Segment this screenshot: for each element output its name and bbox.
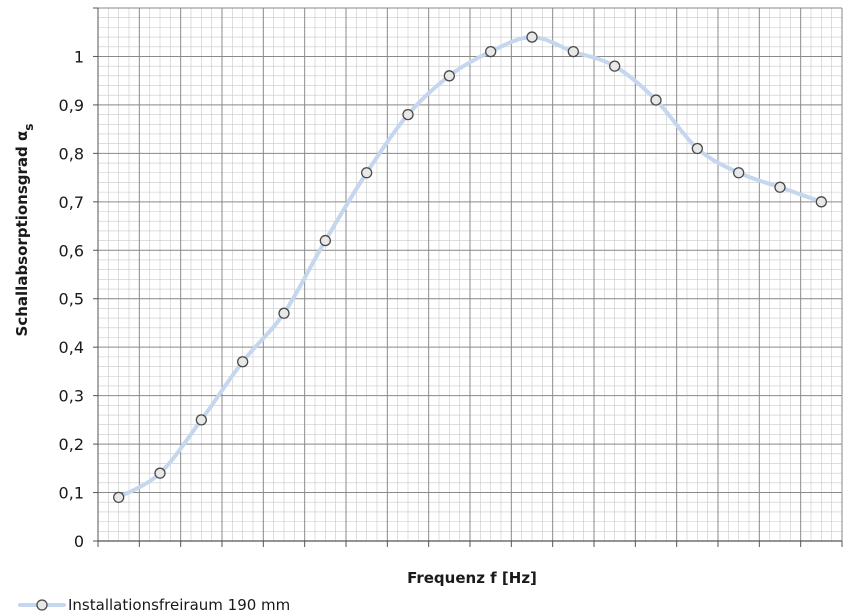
data-point	[485, 45, 497, 58]
data-point	[278, 307, 290, 319]
data-point	[402, 108, 414, 121]
major-grid	[97, 7, 843, 542]
data-point	[691, 142, 703, 155]
y-tick-label: 1	[74, 47, 84, 66]
y-tick-label: 0,3	[59, 387, 84, 406]
data-point	[526, 31, 538, 43]
data-point	[609, 60, 621, 72]
y-tick-label: 0,6	[59, 241, 84, 260]
data-point	[113, 491, 125, 504]
y-tick-label: 0,4	[59, 338, 84, 357]
y-tick-label: 0	[74, 532, 84, 551]
y-tick-labels: 0 0,1 0,2 0,3 0,4 0,5 0,6 0,7 0,8 0,9 1	[59, 47, 84, 551]
data-point	[567, 45, 579, 58]
data-point	[443, 70, 455, 82]
y-axis-title-main: Schallabsorptionsgrad α	[13, 131, 31, 337]
y-tick-label: 0,8	[59, 144, 84, 163]
y-axis-title-subscript: s	[22, 124, 36, 131]
y-tick-label: 0,2	[59, 435, 84, 454]
data-point	[319, 234, 331, 247]
y-axis-title: Schallabsorptionsgrad αs	[13, 124, 36, 337]
data-point	[361, 167, 373, 179]
data-point	[733, 167, 745, 179]
legend: Installationsfreiraum 190 mm	[18, 596, 290, 614]
data-point	[774, 181, 786, 193]
y-tick-label: 0,5	[59, 290, 84, 309]
y-tick-label: 0,1	[59, 484, 84, 503]
axes	[93, 7, 843, 547]
data-point	[650, 94, 662, 106]
legend-label: Installationsfreiraum 190 mm	[68, 596, 290, 614]
data-point	[237, 356, 249, 368]
legend-marker	[36, 599, 48, 611]
x-axis-title: Frequenz f [Hz]	[407, 569, 537, 587]
y-tick-label: 0,9	[59, 96, 84, 115]
data-point	[815, 196, 827, 208]
y-tick-label: 0,7	[59, 193, 84, 212]
data-point	[154, 467, 166, 479]
data-point	[195, 414, 207, 426]
series	[113, 31, 827, 504]
